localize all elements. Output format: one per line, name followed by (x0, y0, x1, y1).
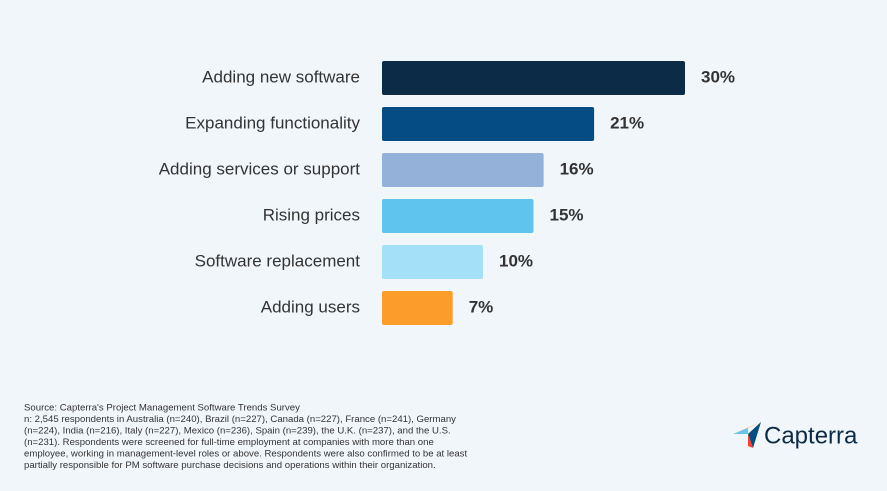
source-text: (n=224), India (n=216), Italy (n=227), M… (24, 426, 451, 437)
bar (382, 107, 595, 141)
value-label: 7% (469, 297, 494, 316)
source-text: n: 2,545 respondents in Australia (n=240… (24, 414, 456, 425)
bar (382, 291, 453, 325)
category-label: Adding users (261, 297, 360, 316)
bar (382, 245, 483, 279)
value-label: 16% (560, 159, 594, 178)
source-text: Source: Capterra's Project Management So… (24, 403, 300, 414)
bar (382, 61, 685, 95)
source-text: employee, working in management-level ro… (24, 449, 467, 460)
value-label: 30% (701, 67, 735, 86)
bar (382, 153, 544, 187)
source-text: partially responsible for PM software pu… (24, 460, 436, 471)
bar (382, 199, 534, 233)
category-label: Expanding functionality (185, 113, 360, 132)
category-label: Software replacement (195, 251, 361, 270)
category-label: Rising prices (263, 205, 360, 224)
source-text: (n=231). Respondents were screened for f… (24, 437, 434, 448)
logo-text: Capterra (764, 422, 858, 449)
value-label: 10% (499, 251, 533, 270)
logo-icon (733, 422, 761, 448)
value-label: 15% (550, 205, 584, 224)
category-label: Adding services or support (159, 159, 361, 178)
category-label: Adding new software (202, 67, 360, 86)
value-label: 21% (610, 113, 644, 132)
